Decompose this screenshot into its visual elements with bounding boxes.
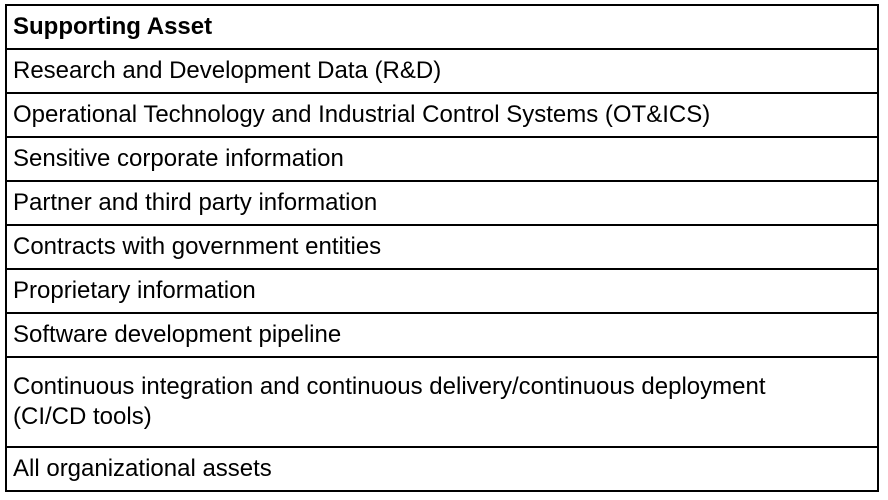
table-header-row: Supporting Asset	[5, 4, 879, 50]
table-row: Software development pipeline	[5, 312, 879, 358]
table-row: Partner and third party information	[5, 180, 879, 226]
table-cell: Sensitive corporate information	[5, 136, 879, 182]
table-cell: Operational Technology and Industrial Co…	[5, 92, 879, 138]
table-row: Sensitive corporate information	[5, 136, 879, 182]
supporting-asset-table: Supporting Asset Research and Developmen…	[5, 4, 879, 492]
table-cell: Continuous integration and continuous de…	[5, 356, 879, 448]
table-cell: Contracts with government entities	[5, 224, 879, 270]
table-cell: All organizational assets	[5, 446, 879, 492]
table-row: Research and Development Data (R&D)	[5, 48, 879, 94]
table-cell: Proprietary information	[5, 268, 879, 314]
table-row: Proprietary information	[5, 268, 879, 314]
table-cell: Software development pipeline	[5, 312, 879, 358]
table-cell: Partner and third party information	[5, 180, 879, 226]
column-header-supporting-asset: Supporting Asset	[5, 4, 879, 50]
table-cell: Research and Development Data (R&D)	[5, 48, 879, 94]
table-row: All organizational assets	[5, 446, 879, 492]
table-row: Continuous integration and continuous de…	[5, 356, 879, 448]
table-row: Contracts with government entities	[5, 224, 879, 270]
table-row: Operational Technology and Industrial Co…	[5, 92, 879, 138]
